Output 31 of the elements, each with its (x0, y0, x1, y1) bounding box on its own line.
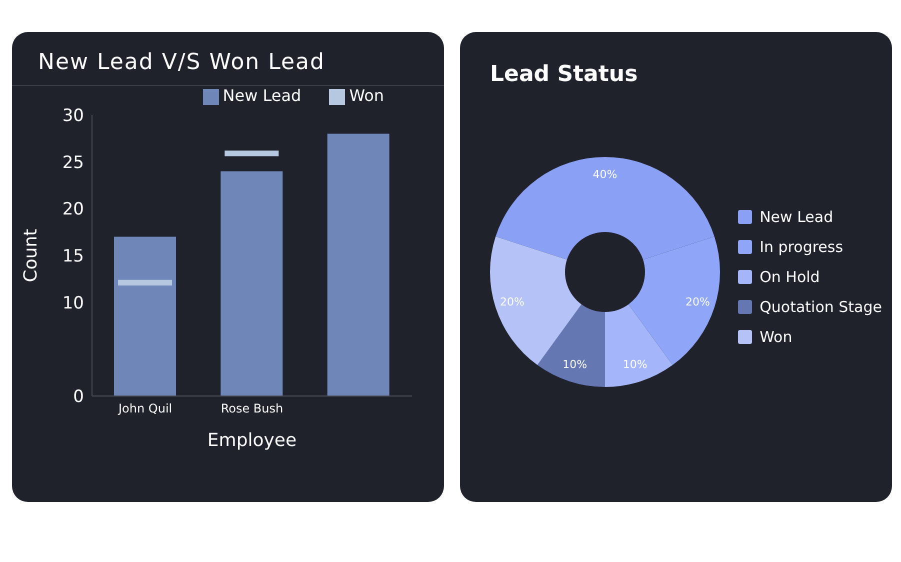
bar (327, 134, 390, 396)
chart-title: New Lead V/S Won Lead (12, 32, 444, 86)
data-label: 20% (500, 296, 524, 309)
legend-label: New Lead (760, 207, 834, 228)
y-tick-label: 10 (62, 293, 84, 314)
data-label: 10% (622, 358, 648, 372)
legend-label: Won (349, 86, 384, 105)
bar (118, 280, 172, 286)
x-axis-title: Employee (207, 430, 297, 451)
data-label: 20% (686, 296, 710, 309)
bar (114, 236, 176, 396)
legend-label: On Hold (760, 267, 820, 288)
legend-label: New Lead (222, 86, 302, 105)
legend-label: In progress (760, 237, 844, 258)
donut-slice (605, 304, 673, 387)
legend-label: Won (760, 327, 792, 348)
x-tick-label: John Quil (118, 402, 172, 416)
y-tick-label: 30 (62, 106, 84, 126)
chart-title: Lead Status (489, 61, 639, 87)
y-tick-label: 15 (62, 246, 84, 267)
data-label: 10% (562, 358, 588, 372)
legend-label: Quotation Stage (760, 297, 882, 318)
y-tick-label: 25 (62, 152, 84, 173)
bar (220, 171, 283, 396)
y-axis-title: Count (20, 228, 42, 282)
x-tick-label: Rose Bush (220, 402, 284, 416)
bar (224, 150, 279, 156)
y-tick-label: 20 (62, 200, 84, 220)
donut-slice (537, 304, 605, 387)
data-label: 40% (592, 168, 618, 181)
y-tick-label: 0 (73, 387, 84, 408)
